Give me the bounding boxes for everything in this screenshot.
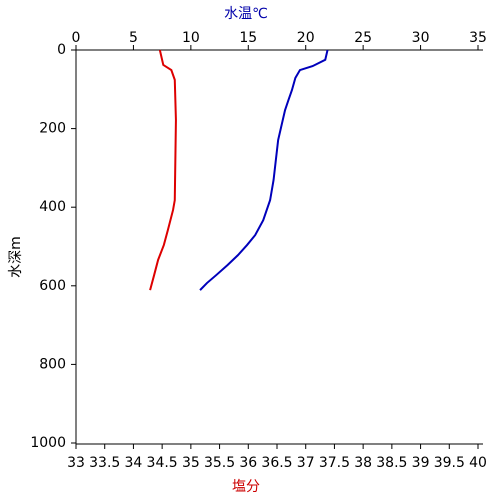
x-tick-label: 36: [239, 455, 257, 471]
x-tick-label: 34: [125, 455, 143, 471]
x2-tick-label: 30: [412, 30, 430, 46]
x-tick-label: 36.5: [261, 455, 292, 471]
y-tick-label: 1000: [30, 435, 66, 451]
y-tick-label: 0: [57, 42, 66, 58]
x2-tick-label: 5: [129, 30, 138, 46]
x2-tick-label: 20: [297, 30, 315, 46]
x-tick-label: 40: [469, 455, 487, 471]
x-tick-label: 38.5: [376, 455, 407, 471]
x2-tick-label: 35: [469, 30, 487, 46]
x-axis-title: 塩分: [232, 479, 260, 495]
y-tick-label: 200: [39, 121, 66, 137]
x2-axis-title: 水温℃: [224, 6, 268, 22]
y-tick-label: 800: [39, 356, 66, 372]
profile-line: [199, 49, 329, 291]
x-tick-label: 39.5: [434, 455, 465, 471]
x-tick-label: 35.5: [204, 455, 235, 471]
x-tick-label: 37: [297, 455, 315, 471]
x-tick-label: 34.5: [147, 455, 178, 471]
y-tick-label: 600: [39, 278, 66, 294]
profile-line: [149, 49, 177, 291]
y-axis-title: 水深m: [8, 236, 24, 278]
x-tick-label: 39: [412, 455, 430, 471]
x-tick-label: 35: [182, 455, 200, 471]
x-tick-label: 37.5: [319, 455, 350, 471]
x2-tick-label: 25: [354, 30, 372, 46]
y-tick-label: 400: [39, 199, 66, 215]
x-tick-label: 38: [354, 455, 372, 471]
x-tick-label: 33.5: [89, 455, 120, 471]
x-tick-label: 33: [67, 455, 85, 471]
x2-tick-label: 15: [239, 30, 257, 46]
x2-tick-label: 10: [182, 30, 200, 46]
x2-tick-label: 0: [72, 30, 81, 46]
